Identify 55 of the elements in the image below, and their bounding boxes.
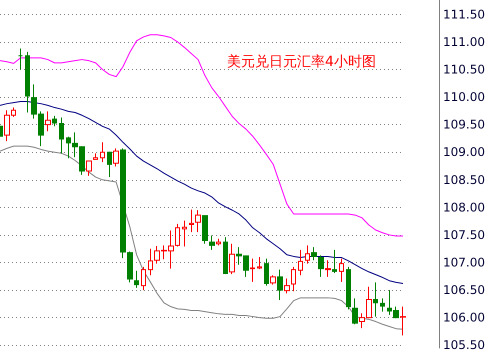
candlestick xyxy=(141,266,146,291)
candlestick xyxy=(59,116,64,154)
text: 美元兑日元汇率4小时图 xyxy=(227,54,376,70)
y-tick-label: 105.50 xyxy=(443,338,486,352)
candlestick xyxy=(346,266,351,310)
candlestick xyxy=(134,270,139,288)
candlestick xyxy=(325,260,331,278)
candlestick xyxy=(305,244,310,264)
candlestick xyxy=(113,148,119,168)
candlestick xyxy=(332,249,337,274)
candlestick xyxy=(25,51,30,114)
candlestick xyxy=(311,246,317,261)
candlestick xyxy=(18,48,23,70)
y-tick-label: 110.00 xyxy=(443,90,486,104)
candlestick xyxy=(380,298,385,312)
candlestick xyxy=(400,306,406,336)
candlestick xyxy=(216,238,221,246)
candlestick xyxy=(223,236,228,275)
candlestick xyxy=(284,278,290,294)
candlestick xyxy=(182,220,187,248)
candlestick xyxy=(270,274,276,286)
candlestick xyxy=(202,214,208,244)
candlestick xyxy=(264,258,269,286)
y-tick-label: 109.00 xyxy=(443,145,486,160)
candlestick xyxy=(257,256,262,270)
candlestick xyxy=(352,298,358,325)
y-tick-label: 111.00 xyxy=(443,34,486,49)
line-series xyxy=(0,34,404,237)
y-tick-label: 106.50 xyxy=(443,283,486,298)
candlestick xyxy=(107,151,112,178)
y-tick-label: 108.50 xyxy=(443,172,486,187)
y-tick-label: 108.00 xyxy=(443,200,486,214)
y-tick-label: 110.50 xyxy=(443,62,486,76)
candlestick xyxy=(189,209,194,233)
candlestick xyxy=(339,258,344,282)
y-tick-label: 111.50 xyxy=(443,7,486,22)
line-series xyxy=(0,100,404,284)
candlestick xyxy=(298,249,303,276)
candlestick xyxy=(86,160,92,176)
candlestick xyxy=(195,210,201,233)
candlestick xyxy=(277,269,283,301)
y-tick-label: 109.50 xyxy=(443,118,486,132)
candlestick xyxy=(45,110,51,132)
candlestick xyxy=(93,152,98,160)
candlestick xyxy=(100,142,105,163)
candlestick xyxy=(373,282,378,318)
candlestick xyxy=(291,266,296,292)
candlestick xyxy=(229,243,235,275)
candlestick xyxy=(318,254,324,278)
y-tick-label: 106.00 xyxy=(443,310,486,325)
y-tick-label: 107.00 xyxy=(443,256,486,270)
candlestick xyxy=(250,258,255,282)
candlestick xyxy=(209,234,215,250)
candlestick xyxy=(52,115,57,127)
y-tick-label: 107.50 xyxy=(443,228,486,242)
